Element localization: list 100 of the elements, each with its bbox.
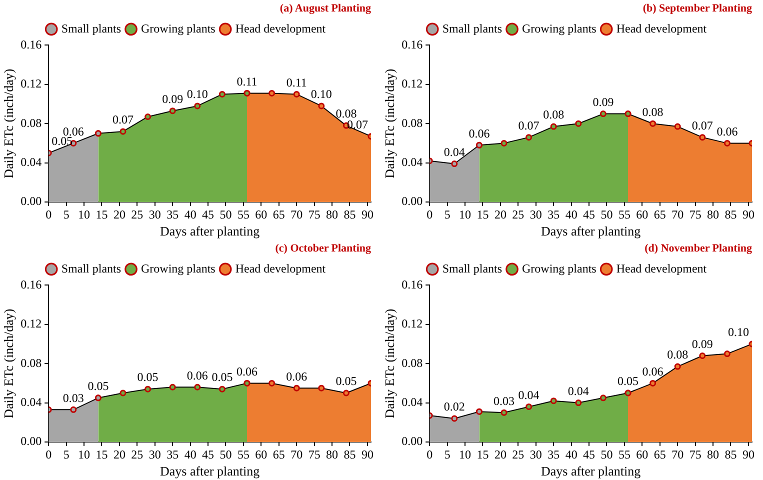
x-tick-label: 90 bbox=[742, 447, 754, 462]
x-tick-label: 75 bbox=[689, 447, 702, 462]
point bbox=[575, 400, 582, 406]
y-axis-title: Daily ETc (inch/day) bbox=[382, 68, 398, 178]
x-tick-label: 50 bbox=[220, 447, 232, 462]
point bbox=[674, 123, 681, 130]
data-label: 0.05 bbox=[336, 374, 357, 388]
x-tick-label: 5 bbox=[444, 447, 450, 462]
point bbox=[293, 90, 300, 98]
y-tick-label: 0.12 bbox=[20, 76, 42, 91]
x-tick-label: 40 bbox=[184, 207, 196, 222]
y-tick-label: 0.08 bbox=[402, 356, 423, 370]
y-tick-label: 0.16 bbox=[20, 37, 42, 52]
legend-label: Growing plants bbox=[141, 261, 216, 276]
x-tick-label: 55 bbox=[618, 447, 630, 462]
y-tick-label: 0.00 bbox=[402, 194, 423, 208]
x-tick-label: 55 bbox=[618, 207, 630, 222]
y-tick-label: 0.00 bbox=[402, 434, 423, 448]
y-tick-label: 0.16 bbox=[402, 37, 423, 52]
legend-label: Growing plants bbox=[522, 261, 597, 276]
point bbox=[120, 128, 126, 135]
x-tick-label: 40 bbox=[184, 447, 196, 462]
point bbox=[650, 380, 656, 386]
data-label: 0.10 bbox=[728, 325, 749, 340]
y-tick-label: 0.12 bbox=[402, 316, 423, 331]
point bbox=[70, 406, 77, 413]
y-tick-label: 0.08 bbox=[20, 116, 42, 130]
data-label: 0.04 bbox=[444, 144, 465, 159]
x-tick-label: 65 bbox=[654, 207, 666, 222]
chart-title: (d) November Planting bbox=[644, 242, 752, 254]
x-tick-label: 25 bbox=[512, 207, 524, 222]
x-tick-label: 10 bbox=[78, 207, 90, 222]
x-tick-label: 30 bbox=[148, 207, 161, 222]
data-label: 0.07 bbox=[112, 112, 134, 127]
y-tick-label: 0.04 bbox=[402, 394, 423, 409]
data-label: 0.04 bbox=[518, 388, 540, 402]
x-tick-label: 50 bbox=[600, 207, 613, 222]
x-tick-label: 20 bbox=[113, 447, 126, 462]
x-tick-label: 70 bbox=[672, 447, 684, 462]
x-tick-label: 10 bbox=[459, 207, 472, 222]
point bbox=[120, 390, 126, 396]
x-tick-label: 25 bbox=[131, 207, 144, 222]
point bbox=[268, 90, 276, 96]
point bbox=[169, 384, 176, 390]
x-tick-label: 35 bbox=[548, 447, 560, 462]
data-label: 0.08 bbox=[543, 108, 564, 122]
point bbox=[724, 350, 730, 358]
data-label: 0.06 bbox=[716, 124, 738, 138]
x-tick-label: 0 bbox=[46, 207, 52, 222]
x-tick-label: 75 bbox=[308, 447, 320, 462]
x-tick-label: 10 bbox=[459, 447, 472, 462]
y-tick-label: 0.04 bbox=[20, 394, 42, 409]
x-tick-label: 85 bbox=[724, 207, 737, 222]
x-tick-label: 90 bbox=[742, 207, 754, 222]
y-axis-title: Daily ETc (inch/day) bbox=[1, 68, 16, 178]
data-label: 0.09 bbox=[162, 92, 184, 106]
data-label: 0.06 bbox=[642, 364, 664, 378]
data-label: 0.06 bbox=[62, 124, 84, 138]
x-tick-label: 5 bbox=[63, 447, 70, 462]
point bbox=[342, 390, 350, 396]
point bbox=[699, 352, 706, 360]
data-label: 0.07 bbox=[518, 118, 540, 132]
x-tick-label: 10 bbox=[78, 447, 90, 462]
legend-label: Growing plants bbox=[522, 21, 597, 36]
data-label: 0.09 bbox=[692, 336, 713, 351]
data-label: 0.06 bbox=[236, 364, 258, 378]
legend-label: Head development bbox=[235, 21, 326, 36]
x-tick-label: 30 bbox=[148, 447, 161, 462]
x-tick-label: 30 bbox=[530, 207, 542, 222]
x-tick-label: 25 bbox=[512, 447, 524, 462]
y-tick-label: 0.04 bbox=[20, 154, 42, 169]
x-tick-label: 60 bbox=[255, 207, 268, 222]
x-tick-label: 15 bbox=[476, 447, 489, 462]
point bbox=[600, 394, 606, 402]
data-label: 0.11 bbox=[286, 75, 307, 90]
x-tick-label: 20 bbox=[494, 447, 506, 462]
legend-label: Growing plants bbox=[141, 21, 216, 36]
y-tick-label: 0.00 bbox=[20, 434, 42, 448]
point bbox=[600, 110, 606, 118]
x-tick-label: 25 bbox=[131, 447, 144, 462]
x-tick-label: 55 bbox=[237, 447, 250, 462]
x-tick-label: 70 bbox=[290, 447, 303, 462]
point bbox=[674, 363, 681, 370]
point bbox=[218, 386, 226, 392]
x-tick-label: 35 bbox=[166, 447, 179, 462]
data-label: 0.10 bbox=[186, 87, 208, 102]
x-tick-label: 30 bbox=[530, 447, 542, 462]
point bbox=[194, 102, 201, 110]
point bbox=[526, 403, 532, 410]
y-tick-label: 0.08 bbox=[20, 356, 42, 370]
x-tick-label: 50 bbox=[220, 207, 232, 222]
legend-label: Small plants bbox=[61, 21, 122, 36]
x-axis-title: Days after planting bbox=[160, 224, 260, 239]
x-tick-label: 90 bbox=[361, 447, 374, 462]
point bbox=[550, 123, 557, 130]
point bbox=[144, 386, 152, 392]
x-axis-title: Days after planting bbox=[540, 464, 642, 479]
point bbox=[500, 409, 508, 416]
data-label: 0.05 bbox=[137, 370, 158, 384]
legend-label: Small plants bbox=[442, 261, 502, 276]
